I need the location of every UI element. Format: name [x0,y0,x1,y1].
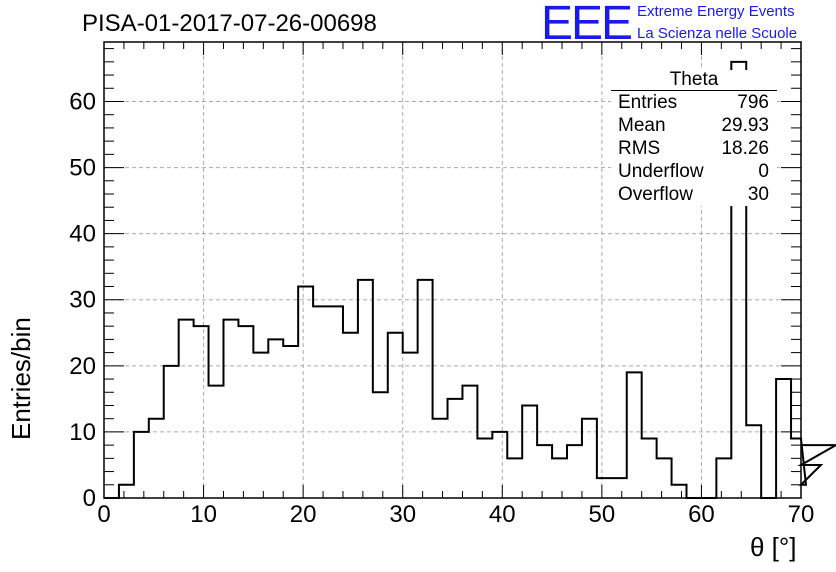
histogram-bin [298,287,313,498]
stats-label: Overflow [618,184,693,205]
logo-line-1: Extreme Energy Events [637,3,795,20]
histogram-bin [716,458,731,498]
histogram-bin [119,485,134,498]
histogram-bin [253,353,268,498]
stats-row-entries: Entries 796 [611,91,777,114]
histogram-bin [343,333,358,498]
x-tick-label: 30 [389,501,416,528]
histogram-bin [194,326,209,498]
x-tick-label: 60 [688,501,715,528]
histogram-bin [149,419,164,498]
y-axis-label: Entries/bin [6,317,36,440]
x-axis-label: θ [°] [750,532,797,562]
eee-logo: EEE [541,0,633,50]
y-tick-label: 40 [69,221,96,248]
y-tick-labels: 0 10 20 30 40 50 60 [69,88,96,512]
stats-value: 30 [747,184,769,205]
histogram-bin [627,372,642,498]
axis-ticks [103,42,802,499]
y-tick-label: 30 [69,287,96,314]
histogram-bin [223,320,238,498]
stats-value: 0 [758,161,769,182]
x-tick-label: 0 [97,501,110,528]
histogram-bin [776,379,791,498]
histogram-bin [582,419,597,498]
histogram-bin [492,432,507,498]
logo-line-2: La Scienza nelle Scuole [637,25,798,42]
histogram-bin [328,306,343,498]
x-tick-label: 20 [290,501,317,528]
stats-box: Theta Entries 796 Mean 29.93 RMS 18.26 U… [611,70,777,206]
histogram-bin [462,386,477,498]
histogram-outline [104,60,836,499]
histogram-bin [522,405,537,498]
histogram-bin [448,399,463,498]
x-tick-labels: 0 10 20 30 40 50 60 70 [97,501,814,528]
stats-value: 29.93 [721,115,769,136]
histogram-bin [433,419,448,498]
x-tick-label: 50 [589,501,616,528]
stats-row-overflow: Overflow 30 [611,183,777,206]
stats-row-underflow: Underflow 0 [611,160,777,183]
y-tick-label: 20 [69,353,96,380]
histogram-bin [507,458,522,498]
stats-label: Underflow [618,161,704,182]
x-tick-label: 10 [190,501,217,528]
histogram-bin [358,280,373,498]
histogram-bin [597,478,612,498]
histogram-bin [238,326,253,498]
histogram-bin [373,392,388,498]
histogram-bin [537,445,552,498]
histogram-bin [567,445,582,498]
stats-label: Mean [618,115,666,136]
stats-label: RMS [618,138,661,159]
histogram-bin [746,425,761,498]
plot-frame [103,41,802,499]
histogram-bin [283,346,298,498]
x-tick-label: 40 [489,501,516,528]
x-tick-label: 70 [788,501,815,528]
histogram-bin [209,386,224,498]
histogram-bin [477,439,492,498]
y-tick-label: 50 [69,155,96,182]
histogram-bin [134,432,149,498]
histogram-bin [552,458,567,498]
histogram-bin [657,458,672,498]
stats-title: Theta [611,70,777,91]
stats-value: 796 [737,92,769,113]
histogram-bin [268,339,283,498]
run-title: PISA-01-2017-07-26-00698 [82,10,377,37]
stats-value: 18.26 [721,138,769,159]
histogram-bin [612,478,627,498]
stats-label: Entries [618,92,678,113]
y-tick-label: 60 [69,88,96,115]
histogram-bin [403,353,418,498]
histogram-bin [313,306,328,498]
histogram-bin [672,485,687,498]
histogram-bin [791,439,801,498]
histogram-bin [388,333,403,498]
histogram-bin [642,439,657,498]
y-tick-label: 0 [83,485,96,512]
stats-row-rms: RMS 18.26 [611,137,777,160]
y-tick-label: 10 [69,419,96,446]
stats-row-mean: Mean 29.93 [611,114,777,137]
histogram-bin [418,280,433,498]
histogram-bin [179,320,194,498]
grid-lines [104,42,801,498]
